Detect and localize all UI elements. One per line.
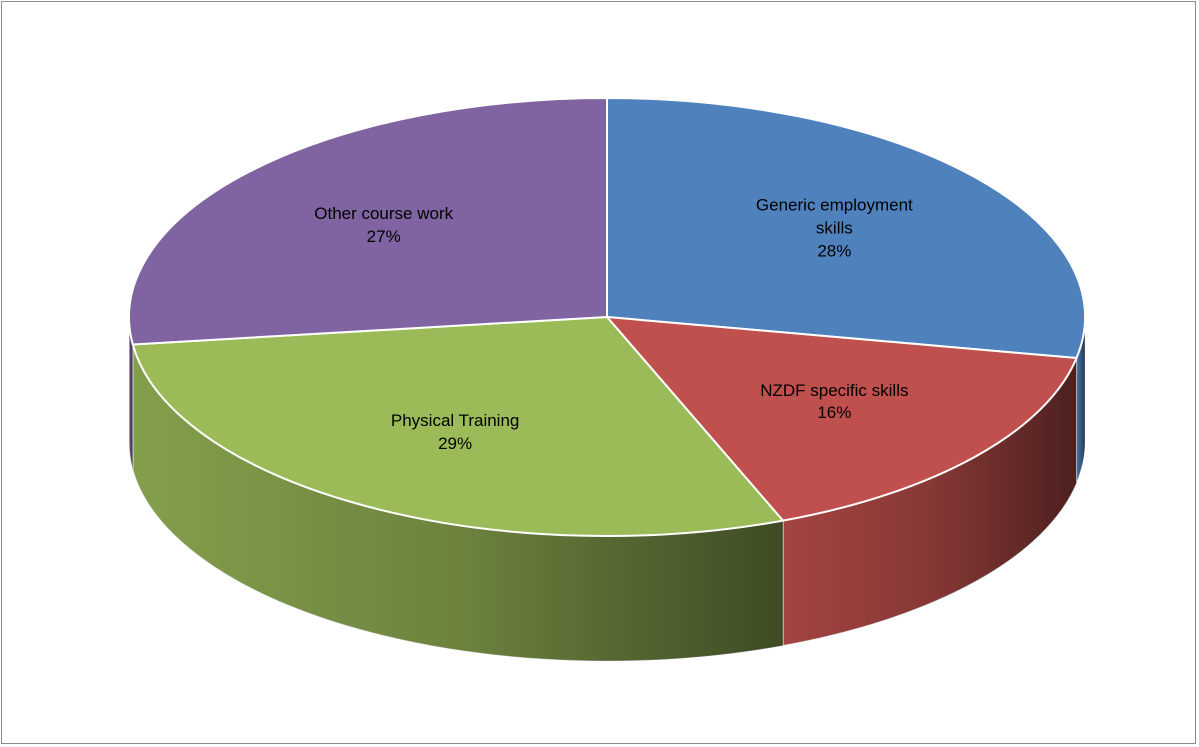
slice	[606, 316, 1078, 522]
slice	[128, 97, 608, 346]
value-label: 27%	[366, 227, 401, 247]
value-label: 29%	[438, 433, 473, 453]
category-name: Generic employment skills	[755, 196, 913, 238]
category-name: NZDF specific skills	[760, 380, 909, 400]
value-label: 16%	[817, 403, 852, 423]
side-shade	[1076, 317, 1085, 484]
slice-label: NZDF specific skills 16%	[760, 380, 908, 426]
category-name: Physical Training	[390, 410, 520, 430]
slice	[606, 97, 1086, 360]
value-label: 28%	[817, 241, 852, 261]
slice-label: Physical Training 29%	[391, 410, 520, 456]
slice-label: Other course work 27%	[314, 203, 453, 249]
side-shade	[132, 344, 783, 661]
side-shade	[129, 317, 133, 470]
category-name: Other course work	[314, 204, 454, 224]
side-shade	[782, 358, 1077, 646]
slice	[131, 316, 784, 537]
slice-label: Generic employment skills 28%	[754, 195, 914, 264]
